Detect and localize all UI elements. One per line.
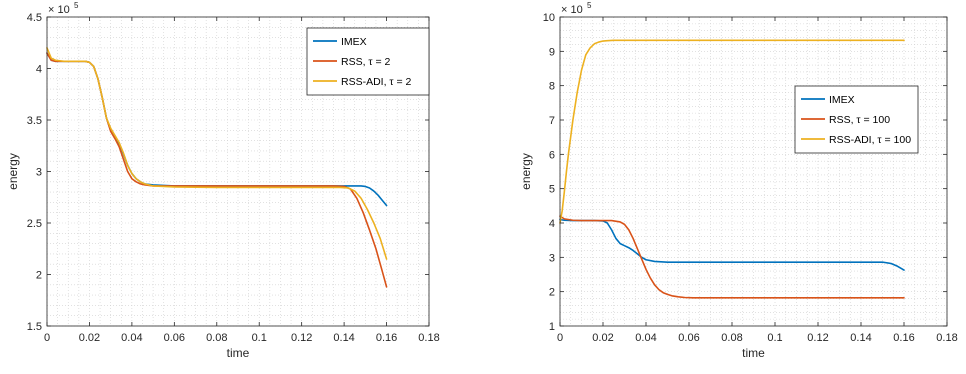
x-axis-label: time [742, 346, 765, 360]
y-exponent-power: 5 [587, 1, 592, 10]
y-tick-label: 4.5 [27, 12, 42, 24]
x-tick-label: 0.14 [850, 332, 871, 344]
y-tick-label: 4 [36, 64, 42, 76]
legend-item: IMEX [313, 36, 367, 48]
x-tick-label: 0.16 [376, 332, 397, 344]
x-tick-label: 0.12 [291, 332, 312, 344]
x-tick-label: 0.12 [807, 332, 828, 344]
y-exponent-label: × 10 5 [561, 1, 592, 16]
y-tick-label: 3.5 [27, 115, 42, 127]
y-tick-label: 3 [549, 252, 555, 264]
y-tick-label: 10 [543, 12, 555, 24]
series-lines [559, 39, 905, 299]
legend-label: IMEX [829, 94, 855, 106]
left-energy-chart: 0 0.02 0.04 0.06 0.08 0.1 0.12 0.14 0.16 0.18 1.5 2… [6, 1, 440, 360]
x-tick-label: 0.08 [721, 332, 742, 344]
y-tick-label: 8 [549, 81, 555, 93]
y-tick-label: 3 [36, 167, 42, 179]
x-tick-label: 0.18 [936, 332, 957, 344]
x-axis-label: time [227, 346, 250, 360]
right-energy-chart: 0 0.02 0.04 0.06 0.08 0.1 0.12 0.14 0.16 0.18 1 2 3 4… [519, 1, 958, 360]
legend-item: RSS, τ = 2 [313, 56, 391, 68]
y-tick-label: 2 [549, 287, 555, 299]
y-tick-label: 4 [549, 218, 555, 230]
legend-label: RSS-ADI, τ = 2 [341, 76, 412, 88]
x-tick-label: 0 [44, 332, 50, 344]
y-axis-label: energy [519, 153, 533, 190]
legend: IMEX RSS, τ = 100 RSS-ADI, τ = 100 [794, 85, 919, 154]
legend-item: RSS, τ = 100 [801, 114, 890, 126]
y-tick-label: 5 [549, 184, 555, 196]
y-axis: 1.5 2 2.5 3 3.5 4 4.5 [27, 12, 429, 333]
x-tick-label: 0.18 [418, 332, 439, 344]
y-exponent-power: 5 [74, 1, 79, 10]
legend-label: RSS, τ = 100 [829, 114, 890, 126]
x-axis: 0 0.02 0.04 0.06 0.08 0.1 0.12 0.14 0.16 0.18 [44, 17, 440, 344]
legend-item: RSS-ADI, τ = 100 [801, 134, 911, 146]
y-tick-label: 9 [549, 46, 555, 58]
legend: IMEX RSS, τ = 2 RSS-ADI, τ = 2 [306, 27, 430, 96]
axes-box [559, 16, 948, 327]
x-tick-label: 0.1 [767, 332, 782, 344]
y-tick-label: 6 [549, 149, 555, 161]
series-line-3 [559, 39, 905, 224]
x-tick-label: 0.06 [678, 332, 699, 344]
y-exponent-base: × 10 [48, 4, 70, 16]
y-axis-label: energy [6, 153, 20, 190]
x-axis: 0 0.02 0.04 0.06 0.08 0.1 0.12 0.14 0.16 0.18 [557, 17, 958, 344]
y-tick-label: 1.5 [27, 321, 42, 333]
y-tick-label: 2 [36, 270, 42, 282]
y-tick-label: 7 [549, 115, 555, 127]
plot-area [560, 17, 947, 326]
x-tick-label: 0.04 [121, 332, 142, 344]
y-axis: 1 2 3 4 5 6 7 8 9 10 [543, 12, 947, 333]
legend-label: RSS-ADI, τ = 100 [829, 134, 911, 146]
legend-item: RSS-ADI, τ = 2 [313, 76, 412, 88]
y-exponent-label: × 10 5 [48, 1, 79, 16]
series-line-3 [46, 47, 388, 260]
y-tick-label: 1 [549, 321, 555, 333]
x-tick-label: 0.02 [592, 332, 613, 344]
x-tick-label: 0.08 [206, 332, 227, 344]
y-tick-label: 2.5 [27, 218, 42, 230]
legend-label: IMEX [341, 36, 367, 48]
x-tick-label: 0 [557, 332, 563, 344]
legend-box [794, 85, 919, 154]
x-tick-label: 0.16 [893, 332, 914, 344]
legend-label: RSS, τ = 2 [341, 56, 391, 68]
x-tick-label: 0.06 [164, 332, 185, 344]
series-line-2 [559, 215, 905, 299]
y-exponent-base: × 10 [561, 4, 583, 16]
legend-item: IMEX [801, 94, 855, 106]
x-tick-label: 0.02 [79, 332, 100, 344]
x-tick-label: 0.04 [635, 332, 656, 344]
x-tick-label: 0.14 [333, 332, 354, 344]
series-lines [46, 47, 388, 288]
x-tick-label: 0.1 [252, 332, 267, 344]
